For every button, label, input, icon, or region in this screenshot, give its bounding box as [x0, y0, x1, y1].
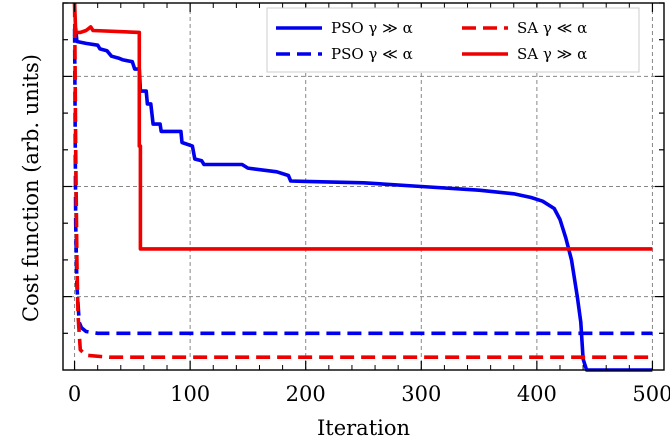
x-tick-label: 0	[68, 382, 81, 406]
y-axis-title: Cost function (arb. units)	[19, 54, 43, 322]
legend: PSO γ ≫ α PSO γ ≪ α SA γ ≪ α SA γ ≫ α	[267, 8, 639, 72]
legend-label: SA γ ≪ α	[517, 19, 587, 37]
x-tick-labels: 0 100 200 300 400 500	[68, 382, 670, 406]
x-tick-label: 200	[286, 382, 326, 406]
x-tick-label: 400	[517, 382, 557, 406]
x-tick-label: 300	[401, 382, 441, 406]
series-line-pso	[75, 29, 653, 370]
legend-label: PSO γ ≪ α	[331, 45, 413, 63]
x-tick-label: 100	[170, 382, 210, 406]
x-tick-label: 500	[632, 382, 670, 406]
legend-label: SA γ ≫ α	[517, 45, 587, 63]
legend-label: PSO γ ≫ α	[331, 19, 413, 37]
x-axis-title: Iteration	[317, 416, 410, 440]
